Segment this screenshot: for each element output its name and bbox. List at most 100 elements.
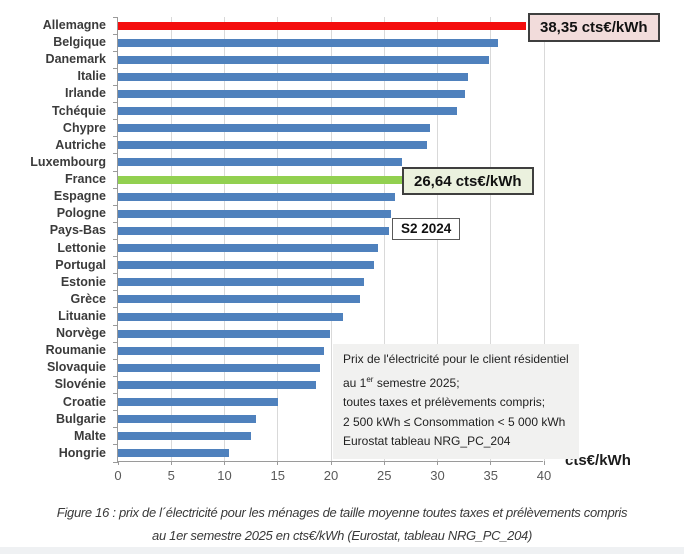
x-axis-tick	[277, 461, 279, 465]
x-axis-tick	[437, 461, 438, 465]
x-tick-label: 30	[430, 468, 445, 483]
category-label: Grèce	[70, 291, 106, 306]
x-tick-label: 15	[270, 468, 285, 483]
bar-portugal	[118, 261, 374, 270]
x-axis-tick	[383, 461, 385, 465]
category-label: Lituanie	[58, 308, 106, 323]
y-axis-tick	[113, 410, 118, 412]
bar-espagne	[118, 192, 395, 201]
x-tick-label: 40	[536, 468, 552, 483]
info-line-5: Eurostat tableau NRG_PC_204	[343, 434, 511, 449]
x-axis-tick	[490, 461, 492, 465]
bar-estonie	[118, 278, 364, 287]
y-axis-tick	[113, 375, 118, 377]
figure-caption: Figure 16 : prix de l´électricité pour l…	[0, 501, 684, 547]
y-axis-tick	[113, 307, 118, 309]
info-line-2: au 1er semestre 2025;	[343, 374, 460, 390]
plot-area: 0 5 10 15 20 25 30 35 40	[113, 16, 551, 483]
category-label: Bulgarie	[55, 411, 106, 426]
germany-value-callout: 38,35 cts€/kWh	[528, 13, 660, 42]
bar-slov-nie	[118, 380, 317, 389]
y-axis-tick	[113, 341, 118, 343]
category-label: Norvège	[55, 326, 106, 341]
category-label: Croatie	[62, 394, 106, 409]
category-label: Irlande	[65, 86, 106, 101]
category-label: Lettonie	[57, 240, 106, 255]
page-bottom-band	[0, 547, 684, 554]
electricity-price-bar-chart: Allemagne Belgique Danemark Italie Irlande Tc…	[0, 13, 660, 483]
x-tick-label: 35	[483, 468, 498, 483]
gridline-40	[543, 17, 545, 461]
caption-line-1: Figure 16 : prix de l´électricité pour l…	[56, 505, 628, 520]
bar-pologne	[118, 209, 391, 218]
category-label: Luxembourg	[30, 154, 106, 169]
y-axis-tick	[113, 33, 118, 35]
category-label: Chypre	[62, 120, 106, 135]
bar-chypre	[118, 124, 431, 133]
bar-bulgarie	[118, 415, 257, 424]
bar-slovaquie	[118, 363, 321, 372]
x-axis-unit-label: cts€/kWh	[565, 452, 631, 469]
y-axis-tick	[113, 187, 118, 189]
bar-norv-ge	[118, 329, 330, 338]
bar-france	[118, 175, 402, 184]
x-tick-label: 0	[114, 468, 122, 483]
gridline-25	[383, 17, 385, 461]
bar-belgique	[118, 38, 499, 47]
category-label: Autriche	[55, 137, 106, 152]
y-axis-tick	[113, 290, 118, 292]
category-label: Roumanie	[45, 343, 106, 358]
category-label: Malte	[74, 428, 106, 443]
bar-malte	[118, 432, 252, 441]
y-axis-tick	[113, 136, 118, 138]
y-axis-tick	[113, 393, 118, 395]
y-axis-tick	[113, 221, 118, 223]
category-label: Allemagne	[42, 18, 106, 32]
x-tick-label: 25	[377, 468, 392, 483]
category-label: Pologne	[56, 206, 106, 221]
category-label: Tchéquie	[52, 103, 106, 118]
y-axis-tick	[113, 84, 118, 86]
y-axis-tick	[113, 324, 118, 326]
category-label: Portugal	[55, 257, 106, 272]
info-line-3: toutes taxes et prélèvements compris;	[343, 395, 546, 410]
bar-italie	[118, 72, 469, 81]
category-label: Belgique	[53, 35, 106, 50]
y-axis-tick	[113, 358, 118, 360]
y-axis-tick	[113, 273, 118, 275]
category-label: Slovénie	[54, 377, 106, 392]
category-labels: Allemagne Belgique Danemark Italie Irlande Tc…	[0, 17, 111, 462]
france-value-callout: 26,64 cts€/kWh	[402, 167, 534, 195]
x-tick-label: 5	[167, 468, 175, 483]
bar-gr-ce	[118, 295, 360, 304]
x-tick-label: 20	[323, 468, 339, 483]
gridline-20	[330, 17, 332, 461]
info-box: Prix de l'électricité pour le client rés…	[333, 344, 579, 459]
y-axis-tick	[113, 119, 118, 121]
y-axis-tick	[113, 444, 118, 446]
x-axis-tick	[330, 461, 332, 465]
info-line-4: 2 500 kWh ≤ Consommation < 5 000 kWh	[343, 414, 566, 429]
category-label: Slovaquie	[46, 360, 106, 375]
bar-roumanie	[118, 346, 324, 355]
y-axis-tick	[113, 67, 118, 69]
y-axis-tick	[113, 16, 118, 18]
period-badge: S2 2024	[392, 218, 461, 240]
y-axis-tick	[113, 102, 118, 104]
superscript-er: er	[366, 374, 374, 384]
bar-irlande	[118, 90, 466, 99]
y-axis-tick	[113, 204, 118, 206]
bar-lituanie	[118, 312, 343, 321]
y-axis-tick	[113, 239, 118, 240]
bar-allemagne	[118, 21, 527, 30]
x-axis-tick	[117, 461, 119, 465]
category-label: Espagne	[53, 189, 106, 204]
y-axis-tick	[113, 461, 118, 463]
category-label: Danemark	[45, 52, 106, 67]
gridline-35	[490, 17, 492, 461]
category-label: Hongrie	[58, 445, 106, 460]
y-axis-tick	[113, 170, 118, 172]
x-axis-tick	[543, 461, 545, 465]
y-axis-tick	[113, 427, 118, 429]
